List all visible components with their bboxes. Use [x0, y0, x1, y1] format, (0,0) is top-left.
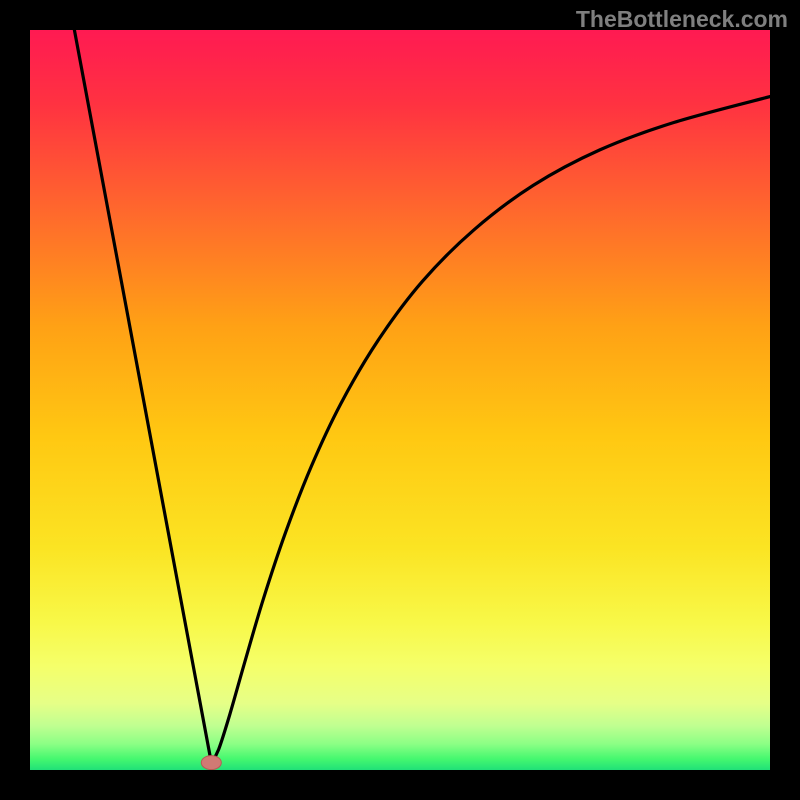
bottleneck-curve	[74, 30, 770, 763]
curve-layer	[30, 30, 770, 770]
plot-area	[30, 30, 770, 770]
minimum-marker	[201, 756, 221, 770]
chart-container: TheBottleneck.com	[0, 0, 800, 800]
watermark-text: TheBottleneck.com	[576, 6, 788, 33]
